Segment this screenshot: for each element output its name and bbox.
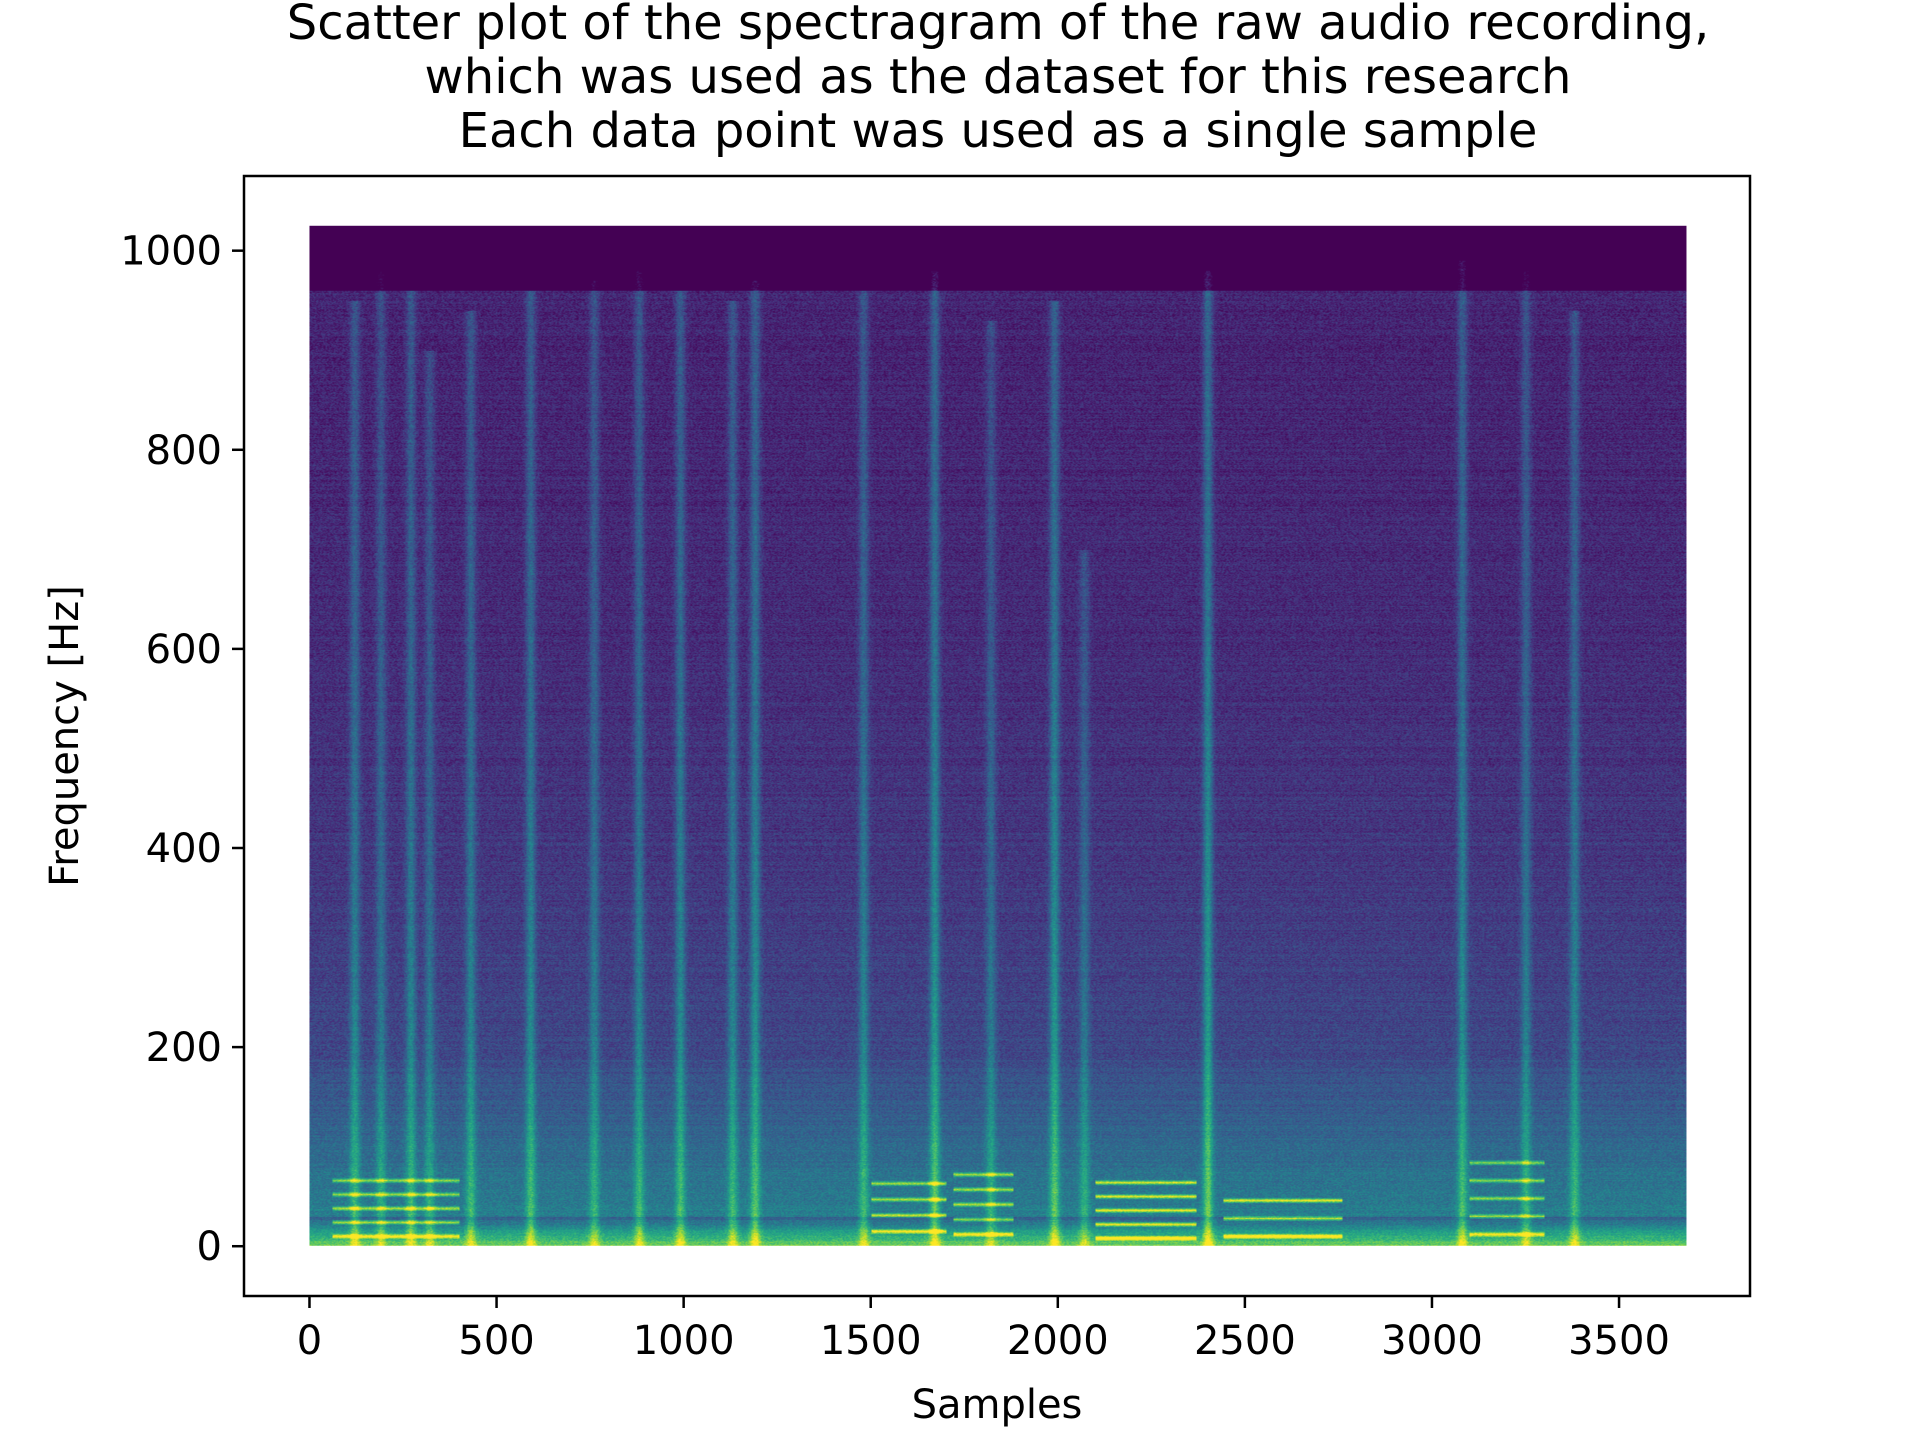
x-axis-label: Samples [912, 1382, 1083, 1428]
y-axis-label: Frequency [Hz] [42, 585, 88, 887]
y-axis: 0 200 400 600 800 1000 [120, 229, 244, 1270]
chart-title-line-2: which was used as the dataset for this r… [425, 49, 1572, 105]
y-tick-label: 600 [146, 627, 222, 673]
x-tick-label: 3000 [1381, 1318, 1483, 1364]
x-tick-label: 3500 [1568, 1318, 1670, 1364]
x-tick-label: 0 [297, 1318, 322, 1364]
chart-title-line-1: Scatter plot of the spectragram of the r… [287, 0, 1710, 51]
x-tick-label: 1000 [633, 1318, 735, 1364]
y-tick-label: 800 [146, 428, 222, 474]
x-tick-label: 1500 [820, 1318, 922, 1364]
plot-frame [242, 174, 1752, 1298]
spectrogram-scatter-points [309, 225, 1687, 1246]
x-tick-label: 2500 [1194, 1318, 1296, 1364]
y-tick-label: 200 [146, 1025, 222, 1071]
y-tick-label: 1000 [120, 229, 222, 275]
chart-title-line-3: Each data point was used as a single sam… [459, 103, 1538, 159]
x-tick-label: 2000 [1007, 1318, 1109, 1364]
x-tick-label: 500 [458, 1318, 534, 1364]
x-axis: 0 500 1000 1500 2000 2500 3000 3500 [297, 1296, 1670, 1364]
y-tick-label: 0 [197, 1224, 222, 1270]
chart-title: Scatter plot of the spectragram of the r… [287, 0, 1710, 159]
y-tick-label: 400 [146, 826, 222, 872]
plot-area [242, 174, 1752, 1298]
